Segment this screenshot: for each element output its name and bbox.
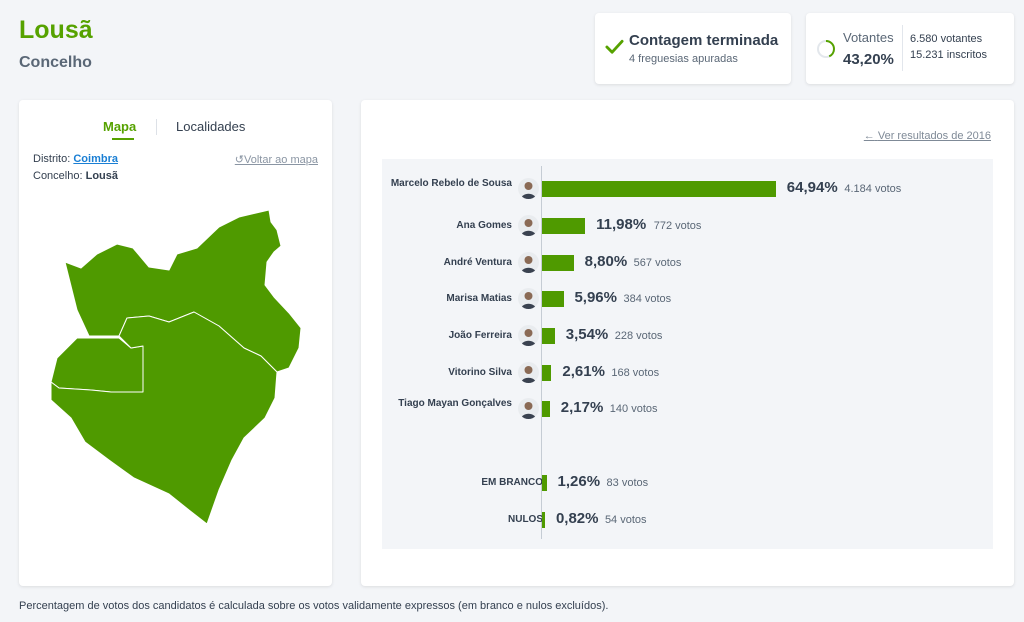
result-bar xyxy=(542,181,776,197)
candidate-name: Marcelo Rebelo de Sousa xyxy=(390,178,512,189)
tab-mapa[interactable]: Mapa xyxy=(103,119,137,134)
result-bar xyxy=(542,255,574,271)
result-votes: 54 votos xyxy=(604,514,647,526)
result-row: Ana Gomes 11,98% 772 votos xyxy=(382,211,993,241)
previous-results-label: Ver resultados de 2016 xyxy=(877,130,991,142)
candidate-avatar xyxy=(518,288,539,309)
map-card: Mapa Localidades Distrito: Coimbra Conce… xyxy=(19,100,332,586)
breadcrumb-county: Concelho: Lousã xyxy=(33,170,118,182)
result-bar xyxy=(542,365,552,381)
county-map xyxy=(50,209,302,525)
page-title: Lousã xyxy=(19,16,93,44)
result-row: Vitorino Silva 2,61% 168 votos xyxy=(382,358,993,388)
candidate-name: João Ferreira xyxy=(448,330,512,341)
candidate-name: Tiago Mayan Gonçalves xyxy=(398,398,512,409)
candidate-avatar xyxy=(518,252,539,273)
result-row: Marcelo Rebelo de Sousa 64,94% 4.184 votos xyxy=(382,174,993,204)
result-row: Tiago Mayan Gonçalves 2,17% 140 votos xyxy=(382,394,993,424)
result-votes: 140 votos xyxy=(609,403,658,415)
result-percentage: 2,61% xyxy=(562,363,605,380)
previous-results-link[interactable]: ← Ver resultados de 2016 xyxy=(864,130,991,142)
registered-count: 15.231 inscritos xyxy=(910,49,988,61)
result-row: Marisa Matias 5,96% 384 votos xyxy=(382,284,993,314)
result-votes: 168 votos xyxy=(611,367,660,379)
county-value: Lousã xyxy=(85,170,119,182)
candidate-name: NULOS xyxy=(508,514,543,525)
result-bar xyxy=(542,401,550,417)
tab-divider xyxy=(156,119,157,135)
result-votes: 4.184 votos xyxy=(844,183,902,195)
result-percentage: 11,98% xyxy=(596,216,647,233)
result-votes: 384 votos xyxy=(623,293,672,305)
results-card: ← Ver resultados de 2016 Marcelo Rebelo … xyxy=(361,100,1014,586)
map-parish-south[interactable] xyxy=(50,311,278,525)
district-label: Distrito: xyxy=(33,153,71,165)
breadcrumb-district: Distrito: Coimbra xyxy=(33,153,118,165)
back-to-map-link[interactable]: ↺Voltar ao mapa xyxy=(235,153,318,166)
result-row: André Ventura 8,80% 567 votos xyxy=(382,248,993,278)
result-votes: 228 votos xyxy=(614,330,663,342)
result-row: João Ferreira 3,54% 228 votos xyxy=(382,321,993,351)
result-bar xyxy=(542,512,545,528)
turnout-percentage: 43,20% xyxy=(843,51,894,68)
candidate-name: André Ventura xyxy=(443,257,512,268)
candidate-avatar xyxy=(518,178,539,199)
result-bar xyxy=(542,328,555,344)
result-percentage: 8,80% xyxy=(584,253,628,270)
tab-localidades[interactable]: Localidades xyxy=(176,119,246,134)
count-status-card: Contagem terminada 4 freguesias apuradas xyxy=(595,13,791,84)
candidate-name: EM BRANCO xyxy=(481,477,543,488)
candidate-avatar xyxy=(518,362,539,383)
result-percentage: 3,54% xyxy=(565,326,609,343)
turnout-ring-icon xyxy=(817,40,835,58)
active-tab-indicator xyxy=(112,138,134,140)
voters-label: Votantes xyxy=(843,30,894,45)
result-row: NULOS 0,82% 54 votos xyxy=(382,505,993,535)
result-bar xyxy=(542,475,547,491)
result-row: EM BRANCO 1,26% 83 votos xyxy=(382,468,993,498)
candidate-name: Ana Gomes xyxy=(456,220,512,231)
page-subtitle: Concelho xyxy=(19,54,92,71)
candidate-avatar xyxy=(518,398,539,419)
result-percentage: 1,26% xyxy=(557,473,601,490)
result-bar xyxy=(542,218,586,234)
candidate-avatar xyxy=(518,325,539,346)
results-bar-chart: Marcelo Rebelo de Sousa 64,94% 4.184 votos… xyxy=(382,159,993,549)
candidate-name: Marisa Matias xyxy=(446,293,512,304)
arrow-left-icon: ← xyxy=(863,130,875,142)
check-icon xyxy=(605,39,624,54)
result-percentage: 64,94% xyxy=(786,179,838,196)
result-percentage: 0,82% xyxy=(555,510,599,527)
back-to-map-label: Voltar ao mapa xyxy=(244,154,318,166)
divider xyxy=(902,25,903,71)
candidate-avatar xyxy=(518,215,539,236)
chart-axis xyxy=(541,166,542,539)
count-status-sub: 4 freguesias apuradas xyxy=(629,53,738,65)
result-votes: 772 votos xyxy=(653,220,702,232)
undo-icon: ↺ xyxy=(234,154,244,166)
count-status-title: Contagem terminada xyxy=(629,32,779,49)
result-votes: 83 votos xyxy=(606,477,649,489)
voters-count: 6.580 votantes xyxy=(910,33,983,45)
result-bar xyxy=(542,291,564,307)
result-votes: 567 votos xyxy=(633,257,682,269)
result-percentage: 2,17% xyxy=(560,399,604,416)
district-link[interactable]: Coimbra xyxy=(73,153,118,165)
footnote: Percentagem de votos dos candidatos é ca… xyxy=(19,600,609,612)
candidate-name: Vitorino Silva xyxy=(448,367,512,378)
county-label: Concelho: xyxy=(33,170,83,182)
voters-card: Votantes 43,20% 6.580 votantes 15.231 in… xyxy=(806,13,1014,84)
result-percentage: 5,96% xyxy=(574,289,617,306)
